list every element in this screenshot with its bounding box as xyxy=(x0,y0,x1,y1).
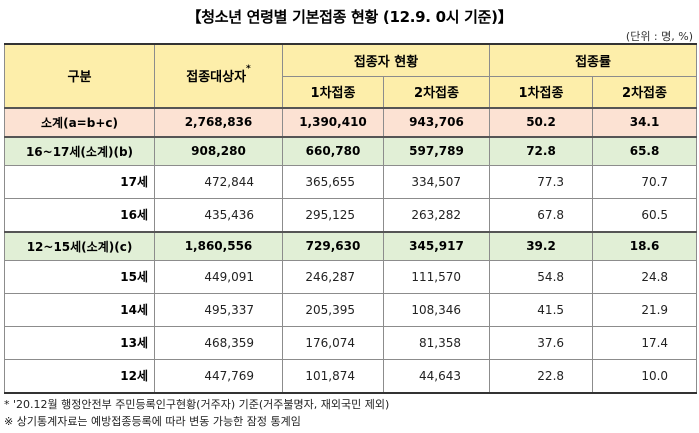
cell-target: 447,769 xyxy=(154,358,283,394)
header-rate1: 1차접종 xyxy=(489,75,594,108)
cell-target: 468,359 xyxy=(154,325,283,360)
cell-dose1: 295,125 xyxy=(282,197,384,232)
cell-rate1: 50.2 xyxy=(489,106,594,137)
vaccination-table: 구분 접종대상자* 접종자 현황 접종률 1차접종 2차접종 1차접종 2차접종… xyxy=(4,43,698,394)
cell-dose1: 365,655 xyxy=(282,164,384,199)
cell-dose2: 943,706 xyxy=(382,106,491,137)
footnote-source: * '20.12월 행정안전부 주민등록인구현황(거주자) 기준(거주불명자, … xyxy=(4,398,390,411)
row-label: 12~15세(소계)(c) xyxy=(4,230,155,261)
row-label: 14세 xyxy=(4,292,155,327)
cell-rate2: 34.1 xyxy=(592,106,698,137)
cell-dose1: 176,074 xyxy=(282,325,384,360)
header-vaccinated: 접종자 현황 xyxy=(281,43,491,77)
cell-rate1: 77.3 xyxy=(489,164,594,199)
unit-label: (단위 : 명, %) xyxy=(625,30,693,43)
header-group: 구분 xyxy=(4,43,155,108)
cell-target: 435,436 xyxy=(154,197,283,232)
cell-dose2: 334,507 xyxy=(382,164,491,199)
cell-dose2: 108,346 xyxy=(382,292,491,327)
footnote-provisional: ※ 상기통계자료는 예방접종등록에 따라 변동 가능한 잠정 통계임 xyxy=(4,415,301,428)
header-target: 접종대상자* xyxy=(154,43,283,108)
row-label: 17세 xyxy=(4,164,155,199)
table-row-subtotal-16-17: 16~17세(소계)(b) 908,280 660,780 597,789 72… xyxy=(4,135,698,166)
cell-rate2: 21.9 xyxy=(592,292,698,327)
cell-rate2: 65.8 xyxy=(592,135,698,166)
cell-dose1: 1,390,410 xyxy=(282,106,384,137)
header-rate2: 2차접종 xyxy=(592,75,698,108)
cell-dose1: 101,874 xyxy=(282,358,384,394)
footnotes: * '20.12월 행정안전부 주민등록인구현황(거주자) 기준(거주불명자, … xyxy=(4,396,389,430)
cell-rate2: 18.6 xyxy=(592,230,698,261)
cell-rate1: 41.5 xyxy=(489,292,594,327)
cell-target: 449,091 xyxy=(154,259,283,294)
cell-target: 908,280 xyxy=(154,135,283,166)
cell-target: 472,844 xyxy=(154,164,283,199)
row-label: 16~17세(소계)(b) xyxy=(4,135,155,166)
cell-target: 495,337 xyxy=(154,292,283,327)
cell-dose2: 263,282 xyxy=(382,197,491,232)
header-dose2: 2차접종 xyxy=(382,75,491,108)
table-row-age-17: 17세 472,844 365,655 334,507 77.3 70.7 xyxy=(4,164,698,199)
cell-rate1: 54.8 xyxy=(489,259,594,294)
cell-rate2: 10.0 xyxy=(592,358,698,394)
cell-dose2: 597,789 xyxy=(382,135,491,166)
cell-dose1: 246,287 xyxy=(282,259,384,294)
header-target-mark: * xyxy=(246,64,251,75)
cell-rate1: 67.8 xyxy=(489,197,594,232)
cell-dose1: 205,395 xyxy=(282,292,384,327)
cell-dose2: 81,358 xyxy=(382,325,491,360)
cell-rate1: 39.2 xyxy=(489,230,594,261)
header-dose1: 1차접종 xyxy=(282,75,384,108)
cell-dose1: 729,630 xyxy=(282,230,384,261)
table-row-age-12: 12세 447,769 101,874 44,643 22.8 10.0 xyxy=(4,358,698,394)
cell-dose1: 660,780 xyxy=(282,135,384,166)
header-target-label: 접종대상자 xyxy=(186,70,247,86)
table-row-subtotal-12-15: 12~15세(소계)(c) 1,860,556 729,630 345,917 … xyxy=(4,230,698,261)
row-label: 12세 xyxy=(4,358,155,394)
cell-dose2: 44,643 xyxy=(382,358,491,394)
cell-target: 2,768,836 xyxy=(154,106,283,137)
row-label: 소계(a=b+c) xyxy=(4,106,155,137)
cell-rate1: 37.6 xyxy=(489,325,594,360)
table-row-age-14: 14세 495,337 205,395 108,346 41.5 21.9 xyxy=(4,292,698,327)
table-row-age-15: 15세 449,091 246,287 111,570 54.8 24.8 xyxy=(4,259,698,294)
table-row-age-13: 13세 468,359 176,074 81,358 37.6 17.4 xyxy=(4,325,698,360)
cell-rate1: 72.8 xyxy=(489,135,594,166)
header-rate: 접종률 xyxy=(489,43,698,77)
table-row-total: 소계(a=b+c) 2,768,836 1,390,410 943,706 50… xyxy=(4,106,698,137)
table-row-age-16: 16세 435,436 295,125 263,282 67.8 60.5 xyxy=(4,197,698,232)
cell-rate2: 17.4 xyxy=(592,325,698,360)
row-label: 15세 xyxy=(4,259,155,294)
cell-rate1: 22.8 xyxy=(489,358,594,394)
cell-rate2: 70.7 xyxy=(592,164,698,199)
row-label: 16세 xyxy=(4,197,155,232)
cell-dose2: 345,917 xyxy=(382,230,491,261)
cell-rate2: 24.8 xyxy=(592,259,698,294)
cell-dose2: 111,570 xyxy=(382,259,491,294)
cell-rate2: 60.5 xyxy=(592,197,698,232)
row-label: 13세 xyxy=(4,325,155,360)
page-title: 【청소년 연령별 기본접종 현황 (12.9. 0시 기준)】 xyxy=(186,8,513,26)
cell-target: 1,860,556 xyxy=(154,230,283,261)
